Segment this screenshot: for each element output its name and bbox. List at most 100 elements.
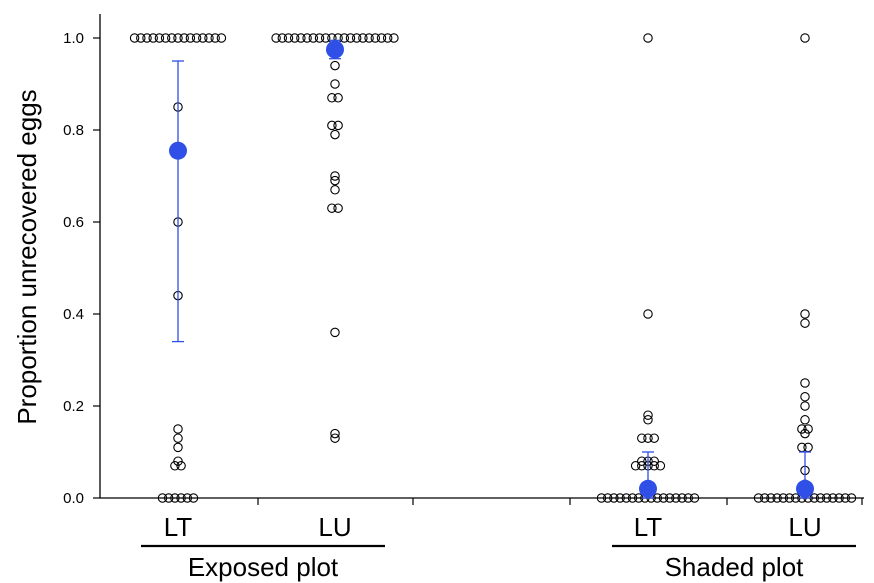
category-label: LT <box>634 512 663 542</box>
data-point <box>649 433 659 443</box>
data-point <box>664 493 675 503</box>
data-point <box>615 493 625 503</box>
data-point <box>784 493 795 503</box>
data-point <box>129 33 140 43</box>
data-point <box>800 378 810 388</box>
category-label: LU <box>318 512 351 542</box>
data-point <box>627 493 638 503</box>
data-point <box>821 493 832 503</box>
data-point <box>142 33 152 43</box>
category-label: LT <box>164 512 193 542</box>
data-point <box>800 415 810 425</box>
data-point <box>173 424 183 434</box>
data-point <box>277 33 288 43</box>
data-point <box>671 493 681 503</box>
data-point <box>840 493 851 503</box>
data-point <box>210 33 220 43</box>
data-point <box>330 327 340 338</box>
axes <box>99 14 864 499</box>
mean-marker <box>796 479 814 498</box>
data-point <box>803 442 813 453</box>
data-point <box>759 493 770 503</box>
data-point <box>330 428 340 439</box>
data-point <box>643 309 653 319</box>
data-point <box>333 203 343 213</box>
data-point <box>800 33 810 43</box>
data-point <box>649 461 659 471</box>
data-point <box>339 33 350 43</box>
data-point <box>327 93 337 103</box>
data-point <box>800 392 810 402</box>
y-tick-label: 0.2 <box>63 398 84 415</box>
data-point <box>330 433 340 443</box>
data-point <box>643 410 653 420</box>
data-point <box>173 33 183 43</box>
category-label: LU <box>788 512 821 542</box>
data-point <box>643 433 653 443</box>
data-point <box>358 33 368 43</box>
data-point <box>677 493 687 503</box>
data-point <box>828 493 838 503</box>
data-point <box>327 120 337 131</box>
data-point <box>320 33 331 43</box>
data-point <box>364 33 374 43</box>
data-point <box>163 493 174 503</box>
data-point <box>333 120 343 131</box>
y-tick-label: 0.0 <box>63 490 84 507</box>
data-point <box>778 493 789 503</box>
group-label: Shaded plot <box>665 552 805 582</box>
data-point <box>800 318 810 328</box>
data-point <box>834 493 844 503</box>
data-point <box>800 401 810 411</box>
data-point <box>330 79 340 89</box>
data-point <box>154 33 165 43</box>
data-point <box>179 33 189 43</box>
data-point <box>191 33 202 43</box>
data-point <box>170 493 180 503</box>
data-point <box>609 493 619 503</box>
data-point <box>308 33 319 43</box>
data-point <box>330 171 340 181</box>
data-point <box>283 33 294 43</box>
data-point <box>157 493 168 503</box>
y-tick-label: 0.4 <box>63 306 84 323</box>
data-point <box>204 33 214 43</box>
data-point <box>160 33 171 43</box>
data-point <box>198 33 208 43</box>
y-ticks: 0.0 0.2 0.4 0.6 0.8 1.0 <box>63 30 100 507</box>
y-axis-label: Proportion unrecovered eggs <box>12 89 42 424</box>
data-point <box>602 493 613 503</box>
data-point <box>345 33 356 43</box>
data-point <box>327 203 337 213</box>
data-point <box>351 33 362 43</box>
data-point <box>637 433 647 443</box>
data-point <box>302 33 312 43</box>
means <box>169 39 814 499</box>
data-point <box>176 461 186 471</box>
data-point <box>148 33 158 43</box>
data-point <box>772 493 782 503</box>
mean-marker <box>169 141 187 160</box>
data-point <box>621 493 632 503</box>
data-point <box>182 493 193 503</box>
data-point <box>289 33 300 43</box>
group-label: Exposed plot <box>188 552 339 582</box>
data-point <box>170 461 180 471</box>
data-point <box>176 493 186 503</box>
data-point <box>185 33 196 43</box>
data-point <box>637 456 647 466</box>
data-point <box>330 175 340 186</box>
data-point <box>637 461 647 471</box>
data-point <box>330 129 340 140</box>
data-point <box>216 33 227 43</box>
data-point <box>173 442 183 453</box>
data-point <box>689 493 700 503</box>
group-labels: Exposed plot Shaded plot <box>141 544 856 582</box>
mean-marker <box>639 479 657 498</box>
mean-marker <box>326 40 344 59</box>
data-point <box>296 33 306 43</box>
data-point <box>846 493 857 503</box>
data-point <box>389 33 399 43</box>
data-point <box>766 493 776 503</box>
